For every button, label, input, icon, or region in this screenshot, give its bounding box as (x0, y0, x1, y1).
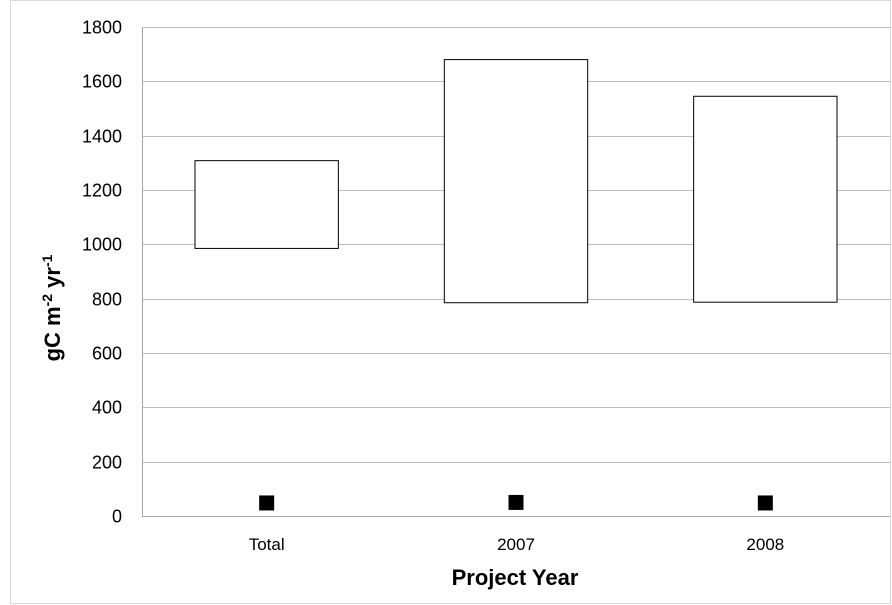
x-tick-label: 2007 (497, 535, 535, 554)
y-tick-label: 1000 (82, 235, 122, 255)
x-tick-label: 2008 (746, 535, 784, 554)
y-tick-label: 200 (92, 453, 122, 473)
y-axis-title-base: gC m (40, 306, 65, 361)
y-tick-label: 1600 (82, 72, 122, 92)
y-tick-label: 400 (92, 398, 122, 418)
y-axis-title-mid: yr (40, 267, 65, 294)
x-tick-label: Total (249, 535, 285, 554)
y-axis-title-sup1: -2 (39, 294, 55, 307)
y-axis-title-sup2: -1 (39, 254, 55, 267)
y-tick-labels: 0 200 400 600 800 1000 1200 1400 1600 1800 (82, 18, 122, 527)
y-tick-label: 1200 (82, 181, 122, 201)
marker-point (757, 495, 773, 511)
y-tick-label: 600 (92, 344, 122, 364)
y-tick-label: 1400 (82, 127, 122, 147)
y-axis-title: gC m-2 yr-1 (39, 254, 65, 361)
y-tick-label: 0 (112, 507, 122, 527)
range-bars (194, 59, 838, 304)
y-tick-label: 1800 (82, 18, 122, 38)
x-axis-title: Project Year (452, 565, 579, 590)
range-bar (693, 95, 838, 303)
marker-point (259, 495, 275, 511)
range-bar (194, 160, 339, 249)
marker-point (508, 494, 524, 510)
y-tick-label: 800 (92, 290, 122, 310)
range-bar (443, 59, 589, 304)
markers (259, 494, 773, 511)
x-tick-labels: Total 2007 2008 (249, 535, 785, 554)
